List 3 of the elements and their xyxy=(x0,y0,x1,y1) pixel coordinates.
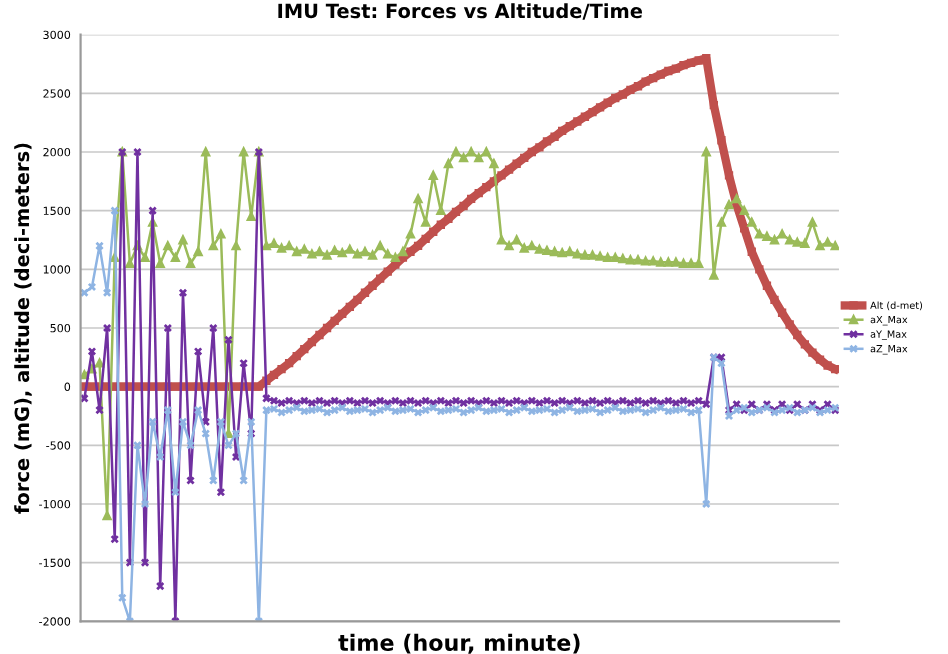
x-axis-title: time (hour, minute) xyxy=(338,633,580,654)
chart-title: IMU Test: Forces vs Altitude/Time xyxy=(278,3,643,20)
y-axis-title: force (mG), altitude (deci-meters) xyxy=(14,143,32,514)
